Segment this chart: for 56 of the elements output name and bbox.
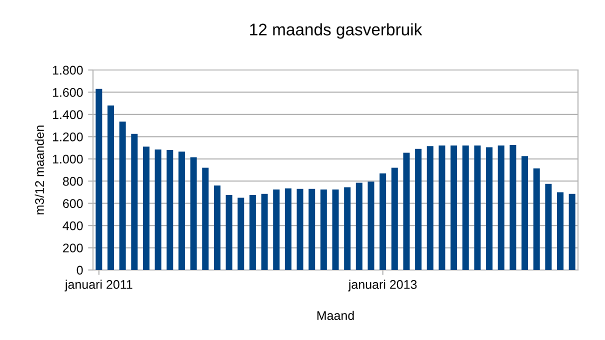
bar xyxy=(486,147,493,270)
bar xyxy=(344,187,351,270)
bar xyxy=(178,152,185,270)
bar xyxy=(510,145,516,270)
bar xyxy=(190,157,197,270)
bar xyxy=(380,173,386,270)
bar xyxy=(426,146,434,270)
y-tick-label: 1.800 xyxy=(52,66,83,75)
bar xyxy=(438,146,446,270)
y-tick-label: 1.200 xyxy=(52,132,83,142)
bar xyxy=(308,188,316,270)
bar xyxy=(226,195,232,270)
bar xyxy=(545,184,552,270)
bar xyxy=(214,186,220,270)
bar xyxy=(154,149,162,270)
y-axis-title: m3/12 maanden xyxy=(34,126,44,214)
bar xyxy=(166,150,174,270)
bar xyxy=(332,189,339,270)
bar xyxy=(320,189,327,270)
bar xyxy=(131,134,138,270)
y-tick-label: 1.000 xyxy=(52,154,83,164)
bar xyxy=(533,168,540,270)
bar xyxy=(96,88,102,270)
y-tick-label: 0 xyxy=(76,266,83,275)
bar xyxy=(498,146,504,270)
y-tick-label: 1.400 xyxy=(52,110,83,120)
y-tick-label: 400 xyxy=(62,221,83,230)
bar xyxy=(238,198,244,270)
bar xyxy=(107,106,114,270)
bar xyxy=(415,148,422,270)
bar xyxy=(296,188,304,270)
bar xyxy=(403,152,410,270)
bar xyxy=(202,168,209,270)
bar xyxy=(261,194,268,270)
bar xyxy=(368,182,374,270)
x-tick-label: januari 2011 xyxy=(64,280,132,292)
bar xyxy=(119,122,126,270)
bar xyxy=(273,189,280,270)
x-axis-title: Maand xyxy=(317,310,354,320)
y-tick-label: 800 xyxy=(62,176,83,186)
chart-title: 12 maands gasverbruik xyxy=(250,23,422,39)
y-tick-label: 1.600 xyxy=(52,88,83,97)
bar xyxy=(249,195,256,270)
y-tick-label: 200 xyxy=(63,244,83,252)
bar xyxy=(522,156,528,270)
bar xyxy=(568,194,576,270)
y-tick-label: 600 xyxy=(63,199,83,208)
bar xyxy=(356,182,362,270)
bar xyxy=(450,146,458,270)
bar xyxy=(557,192,564,270)
bar xyxy=(142,146,150,270)
bar xyxy=(284,188,292,270)
x-tick-label: januari 2013 xyxy=(348,280,417,292)
bar xyxy=(462,146,469,270)
bar xyxy=(391,168,398,270)
bar xyxy=(474,146,481,270)
